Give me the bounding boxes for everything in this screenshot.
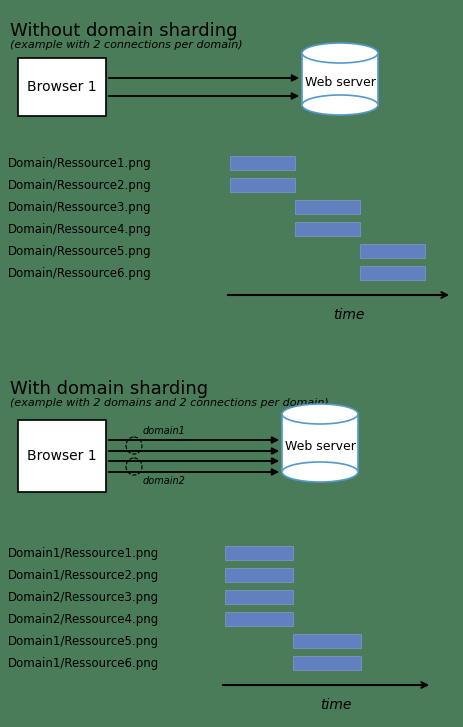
Text: Domain1/Ressource2.png: Domain1/Ressource2.png [8,569,159,582]
Text: time: time [320,698,352,712]
Bar [293,656,361,670]
Text: domain2: domain2 [143,476,186,486]
Text: (example with 2 connections per domain): (example with 2 connections per domain) [10,40,243,50]
Bar [225,568,293,582]
Text: Domain1/Ressource1.png: Domain1/Ressource1.png [8,547,159,560]
Ellipse shape [282,404,358,424]
Bar [225,612,293,626]
Text: Domain/Ressource3.png: Domain/Ressource3.png [8,201,151,214]
Text: Domain/Ressource1.png: Domain/Ressource1.png [8,156,152,169]
Text: Domain2/Ressource3.png: Domain2/Ressource3.png [8,590,159,603]
Text: Domain/Ressource2.png: Domain/Ressource2.png [8,179,152,191]
Text: Without domain sharding: Without domain sharding [10,22,238,40]
Bar [293,634,361,648]
Bar [295,222,360,236]
Bar [295,200,360,214]
Bar [230,156,295,170]
Ellipse shape [302,95,378,115]
Text: Browser 1: Browser 1 [27,449,97,463]
Bar [230,178,295,192]
Text: Domain/Ressource4.png: Domain/Ressource4.png [8,222,152,236]
Text: Web server: Web server [305,76,375,89]
Text: Browser 1: Browser 1 [27,80,97,94]
Ellipse shape [282,462,358,482]
Text: domain1: domain1 [143,426,186,436]
Bar [360,244,425,258]
Ellipse shape [302,43,378,63]
Bar [18,58,106,116]
Text: (example with 2 domains and 2 connections per domain): (example with 2 domains and 2 connection… [10,398,329,408]
Bar [282,414,358,472]
Bar [360,266,425,280]
Text: Domain/Ressource6.png: Domain/Ressource6.png [8,267,152,279]
Text: Domain/Ressource5.png: Domain/Ressource5.png [8,244,151,257]
Text: Domain1/Ressource5.png: Domain1/Ressource5.png [8,635,159,648]
Bar [18,420,106,492]
Text: Domain2/Ressource4.png: Domain2/Ressource4.png [8,613,159,625]
Text: Domain1/Ressource6.png: Domain1/Ressource6.png [8,656,159,670]
Bar [225,546,293,560]
Text: time: time [333,308,364,322]
Bar [302,53,378,105]
Text: With domain sharding: With domain sharding [10,380,208,398]
Text: Web server: Web server [285,441,356,454]
Bar [225,590,293,604]
